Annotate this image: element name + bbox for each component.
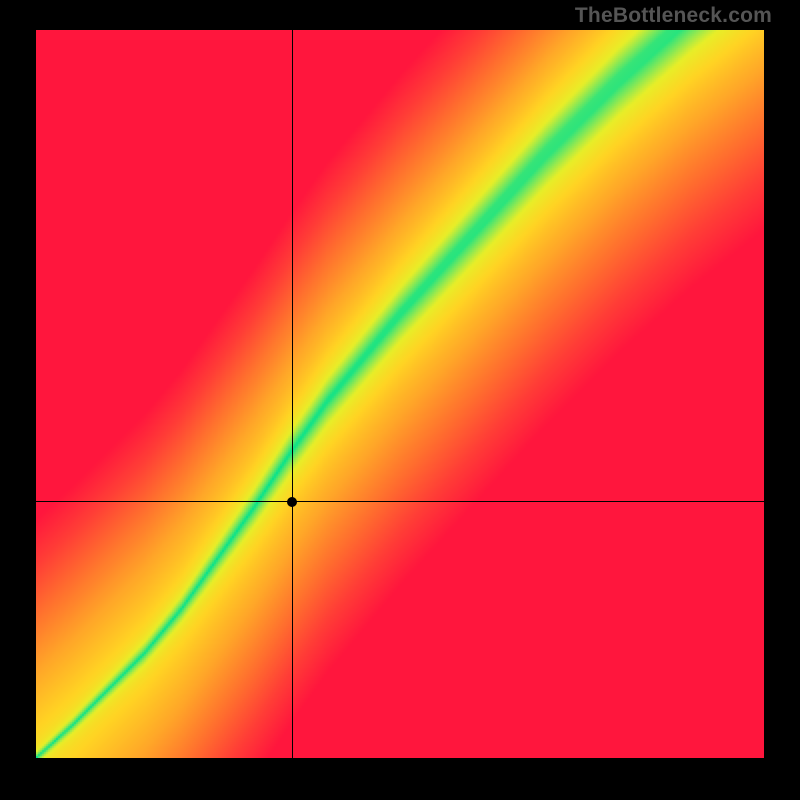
selection-marker bbox=[287, 497, 297, 507]
heatmap-canvas bbox=[36, 30, 764, 758]
crosshair-vertical bbox=[292, 30, 293, 758]
crosshair-horizontal bbox=[36, 501, 764, 502]
bottleneck-heatmap bbox=[36, 30, 764, 758]
watermark-text: TheBottleneck.com bbox=[575, 4, 772, 28]
